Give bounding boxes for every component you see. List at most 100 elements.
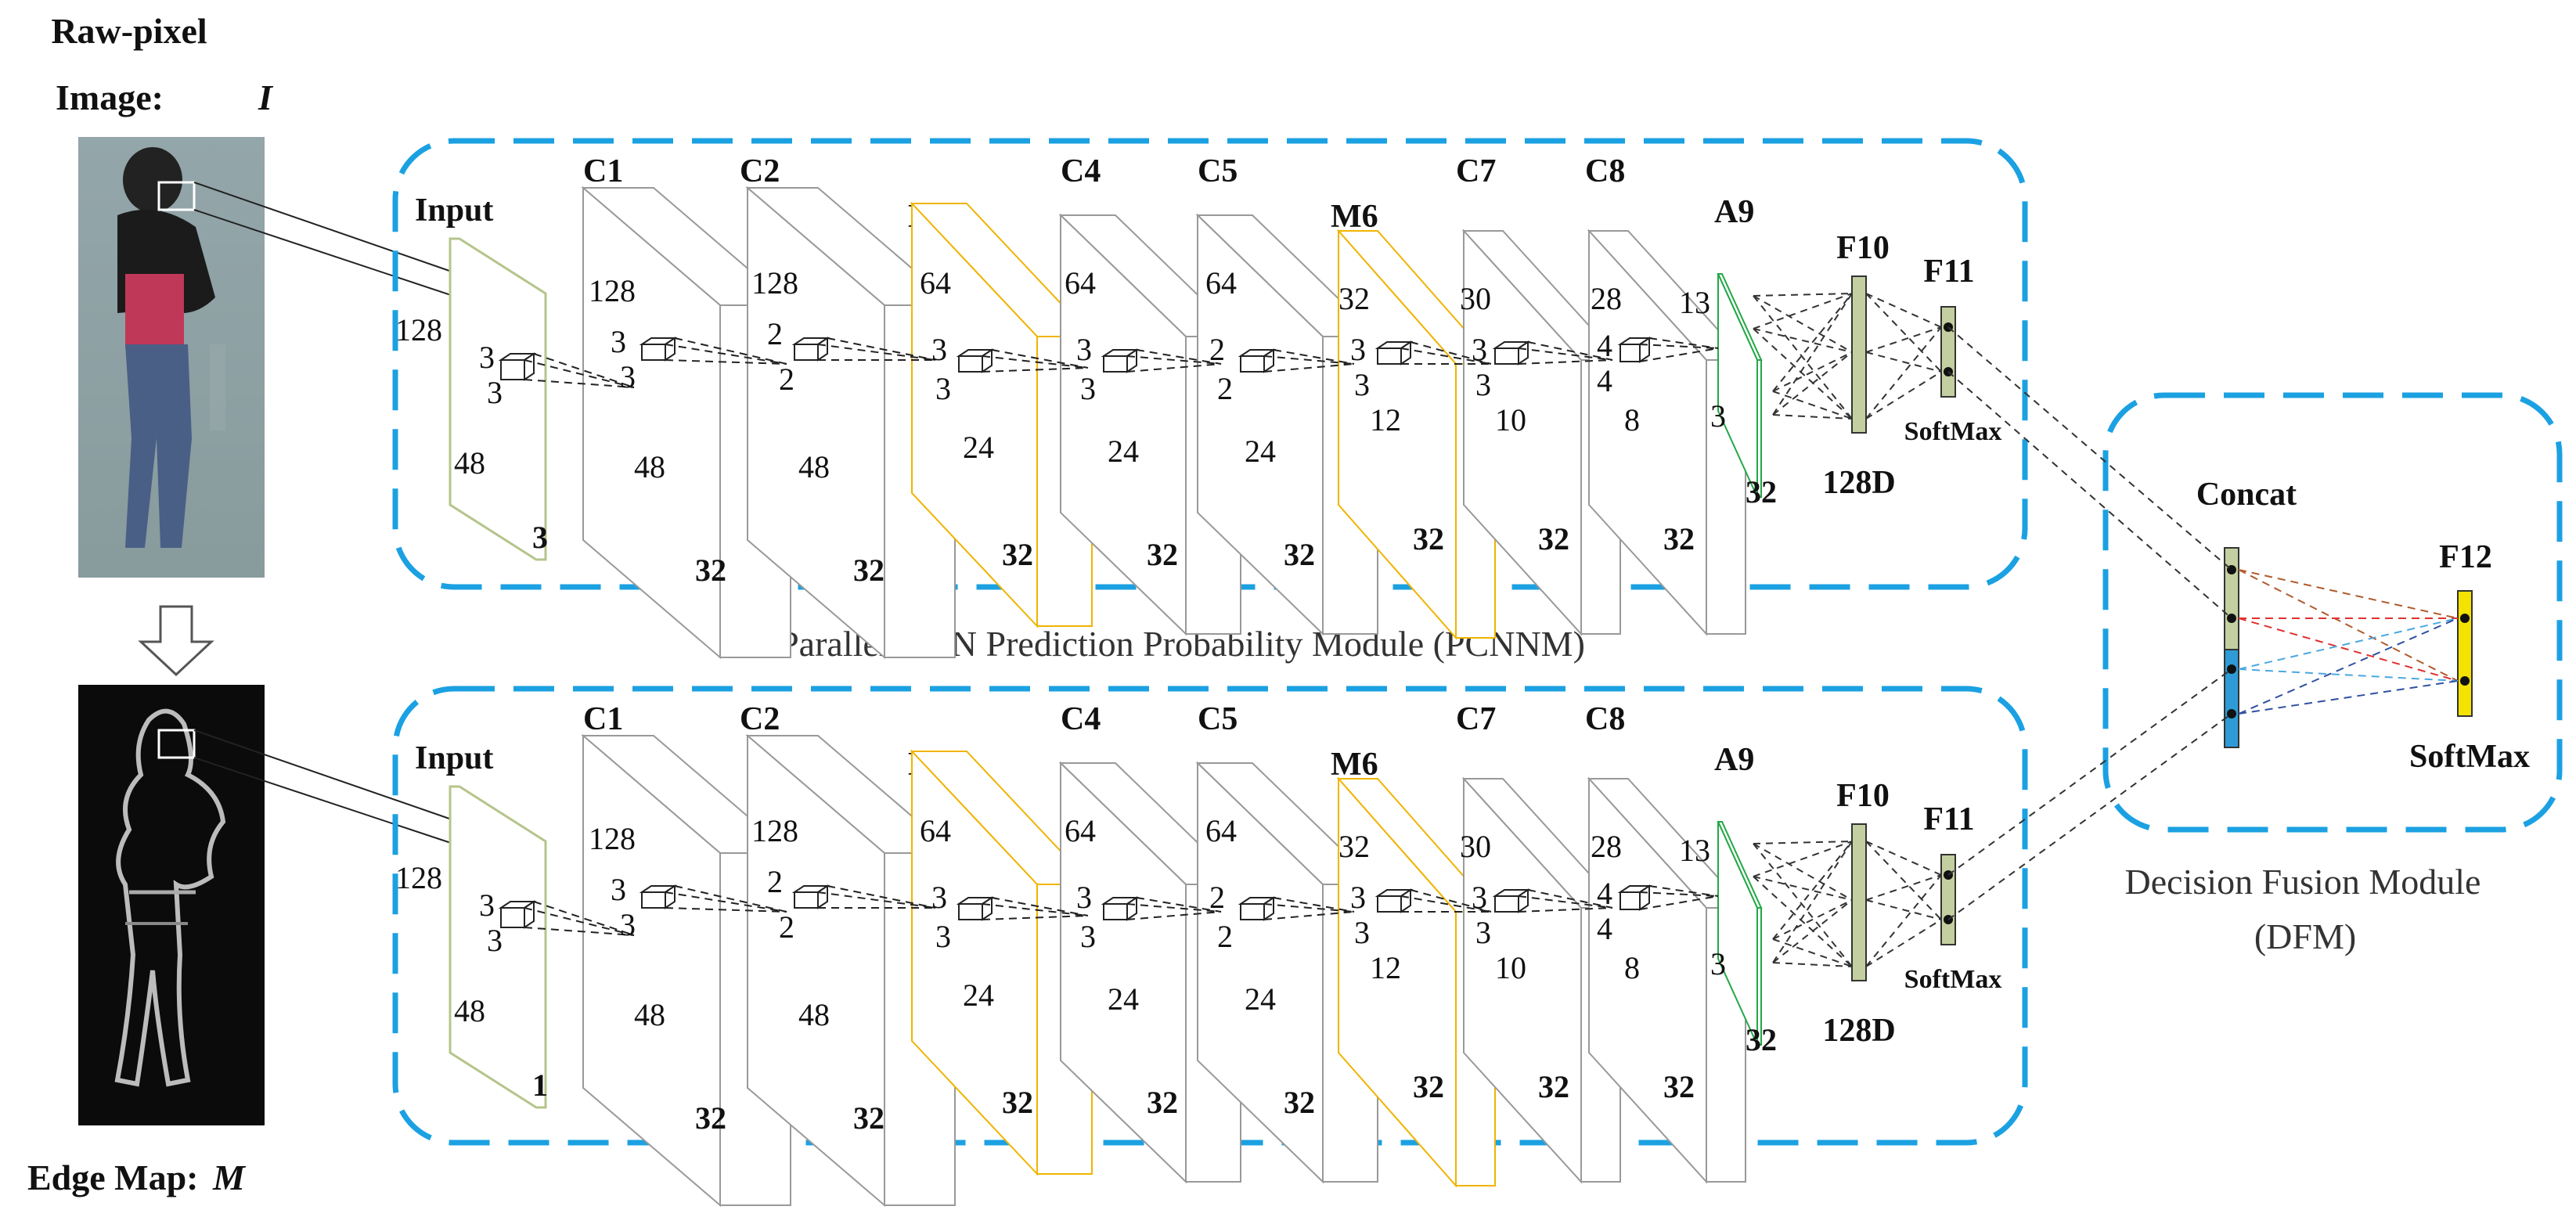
kernel-size-a-raw: 4 xyxy=(1597,328,1612,363)
a9-layer-raw xyxy=(1717,273,1763,498)
raw-pixel-image xyxy=(78,137,265,578)
c7-width-raw: 10 xyxy=(1495,402,1526,437)
raw-title-symbol: I xyxy=(258,77,274,117)
f10-layer-raw xyxy=(1851,275,1867,434)
c7-channels-edge: 32 xyxy=(1538,1069,1569,1104)
dfm-link xyxy=(2238,618,2459,682)
input-width-edge: 48 xyxy=(454,993,485,1028)
layer-label-m6-raw: M6 xyxy=(1331,199,1378,235)
branch-link-3 xyxy=(1947,668,2232,876)
branch-to-concat-links xyxy=(1947,326,2232,920)
concat-nodes xyxy=(2227,565,2470,718)
branch-edge-map: InputC1C2M3C4C5M6C7C8A912848112848321284… xyxy=(395,701,2002,1208)
c7-channels-raw: 32 xyxy=(1538,521,1569,556)
edge-map-title: Edge Map: M xyxy=(27,1158,247,1197)
f12-softmax-label: SoftMax xyxy=(2409,739,2530,775)
c8-width-edge: 8 xyxy=(1624,950,1640,985)
kernel-size-b-edge: 3 xyxy=(1354,915,1370,950)
c8-height-edge: 28 xyxy=(1591,829,1622,864)
kernel-size-a-edge: 2 xyxy=(767,864,783,899)
input-channels-raw: 3 xyxy=(532,520,548,555)
c8-channels-raw: 32 xyxy=(1663,521,1695,556)
dfm-link xyxy=(2238,569,2459,682)
c1-width-raw: 48 xyxy=(634,449,665,484)
c5-width-raw: 24 xyxy=(1245,434,1276,469)
layer-label-c4-edge: C4 xyxy=(1061,701,1101,737)
a9-height-edge: 13 xyxy=(1679,833,1710,868)
kernel-size-b-raw: 2 xyxy=(779,362,794,397)
m6-channels-edge: 32 xyxy=(1413,1069,1444,1104)
input-channels-edge: 1 xyxy=(532,1068,548,1103)
kernel-size-b-raw: 3 xyxy=(935,371,951,406)
c7-height-edge: 30 xyxy=(1460,829,1491,864)
c5-channels-raw: 32 xyxy=(1284,537,1315,572)
c1-width-edge: 48 xyxy=(634,997,665,1032)
layer-label-c4-raw: C4 xyxy=(1061,153,1101,189)
dfm-connections xyxy=(2238,569,2459,715)
kernel-size-a-raw: 3 xyxy=(931,332,947,367)
dfm-link xyxy=(2238,618,2459,715)
dfm-link xyxy=(2238,680,2459,715)
kernel-projections-raw xyxy=(498,337,1719,388)
kernel-size-a-edge: 3 xyxy=(1076,880,1092,915)
layer-label-a9-raw: A9 xyxy=(1714,194,1754,230)
dfm-content: Concat F12 SoftMax xyxy=(2196,477,2530,775)
kernel-size-a-raw: 3 xyxy=(1350,332,1366,367)
layer-label-c7-raw: C7 xyxy=(1456,153,1496,189)
fc-connections-raw xyxy=(1753,293,1942,419)
c1-channels-edge: 32 xyxy=(695,1100,726,1136)
kernel-size-b-raw: 3 xyxy=(1354,367,1370,402)
kernel-size-b-raw: 3 xyxy=(1475,367,1491,402)
c2-channels-raw: 32 xyxy=(853,553,884,588)
branch-link-4 xyxy=(1947,713,2232,920)
c5-height-raw: 64 xyxy=(1205,265,1237,301)
c1-height-raw: 128 xyxy=(589,273,636,308)
raw-title-line2: Image: xyxy=(56,77,164,117)
kernel-projections-edge xyxy=(498,884,1719,936)
concat-label: Concat xyxy=(2196,477,2297,513)
kernel-size-b-raw: 3 xyxy=(620,359,636,394)
m3-width-raw: 24 xyxy=(963,430,994,465)
c7-height-raw: 30 xyxy=(1460,281,1491,316)
kernel-size-a-edge: 4 xyxy=(1597,876,1612,911)
m3-height-raw: 64 xyxy=(920,265,951,301)
f11-softmax-edge: SoftMax xyxy=(1904,965,2002,994)
c1-height-edge: 128 xyxy=(589,821,636,856)
c4-channels-edge: 32 xyxy=(1147,1085,1178,1120)
patch-projection-lines xyxy=(193,182,470,850)
c4-height-raw: 64 xyxy=(1065,265,1096,301)
raw-title-line1: Raw-pixel xyxy=(51,11,207,51)
f10-label-edge: F10 xyxy=(1836,778,1890,814)
down-arrow-icon xyxy=(138,605,214,677)
dfm-link xyxy=(2238,668,2459,682)
layer-label-c5-raw: C5 xyxy=(1198,153,1238,189)
m3-channels-edge: 32 xyxy=(1002,1085,1033,1120)
f12-layer xyxy=(2457,590,2473,717)
kernel-size-a-edge: 2 xyxy=(1209,880,1225,915)
branch-link-1 xyxy=(1947,326,2232,571)
layer-label-a9-edge: A9 xyxy=(1714,742,1754,778)
a9-channels-edge: 32 xyxy=(1746,1022,1777,1057)
m6-width-raw: 12 xyxy=(1370,402,1401,437)
f11-label-edge: F11 xyxy=(1923,801,1974,837)
c7-width-edge: 10 xyxy=(1495,950,1526,985)
kernel-size-a-raw: 2 xyxy=(767,316,783,351)
input-layer-raw xyxy=(449,237,547,561)
kernel-size-a-raw: 3 xyxy=(1472,332,1487,367)
a9-channels-raw: 32 xyxy=(1746,474,1777,509)
f11-layer-edge xyxy=(1940,854,1956,945)
f11-softmax-raw: SoftMax xyxy=(1904,417,2002,446)
input-height-raw: 128 xyxy=(395,312,442,347)
kernel-size-a-edge: 3 xyxy=(1350,880,1366,915)
concat-bar-top xyxy=(2224,547,2239,650)
c1-layer-raw xyxy=(581,185,793,660)
a9-width-edge: 3 xyxy=(1710,946,1726,981)
dfm-caption-line2: (DFM) xyxy=(2254,916,2356,956)
c8-width-raw: 8 xyxy=(1624,402,1640,437)
kernel-size-b-edge: 3 xyxy=(487,923,503,958)
layer-label-c8-raw: C8 xyxy=(1585,153,1625,189)
layer-label-c1-raw: C1 xyxy=(583,153,623,189)
kernel-size-b-edge: 3 xyxy=(935,919,951,954)
a9-width-raw: 3 xyxy=(1710,398,1726,434)
kernel-size-a-raw: 3 xyxy=(611,324,626,359)
